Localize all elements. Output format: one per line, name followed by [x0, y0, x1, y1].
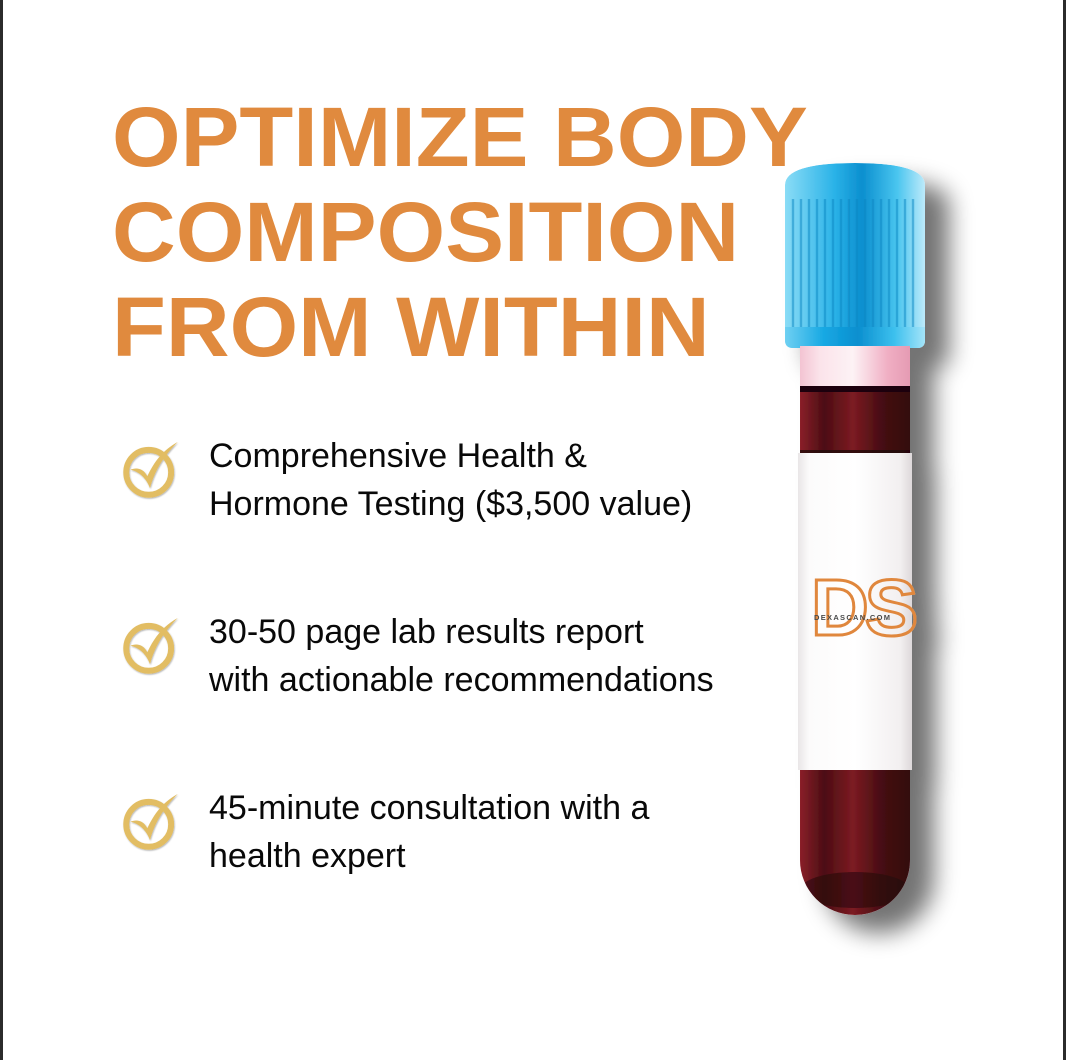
- svg-text:DEXASCAN.COM: DEXASCAN.COM: [814, 613, 891, 622]
- svg-text:DS: DS: [811, 563, 916, 652]
